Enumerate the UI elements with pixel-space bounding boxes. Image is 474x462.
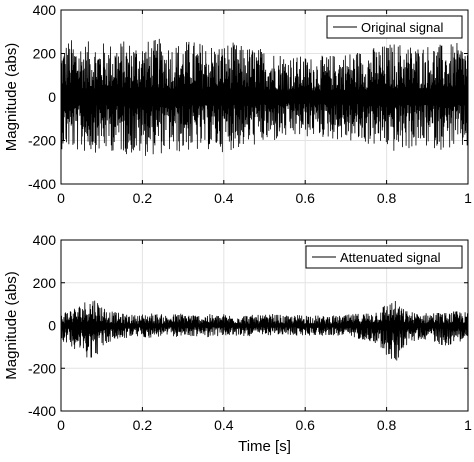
y-tick-label: 200	[33, 46, 57, 62]
x-tick-label: 1	[464, 190, 472, 206]
chart-panel-2: 0 0.2 0.4 0.6 0.8 1 -400 -200 0 200 400 Magnitude (…	[3, 232, 472, 455]
x-tick-label: 0.6	[295, 190, 315, 206]
y-tick-label: 400	[33, 2, 57, 18]
legend-box	[305, 245, 463, 269]
x-tick-label: 1	[464, 417, 472, 433]
x-tick-label: 0	[57, 190, 65, 206]
y-tick-label: -400	[28, 403, 56, 419]
legend-label: Original signal	[361, 20, 443, 35]
x-tick-label: 0.8	[377, 417, 397, 433]
x-tick-label: 0	[57, 417, 65, 433]
x-tick-label: 0.2	[133, 417, 153, 433]
y-tick-label: 0	[48, 89, 56, 105]
signal-line	[61, 38, 468, 156]
legend-box	[326, 15, 463, 39]
y-tick-label: 200	[33, 275, 57, 291]
legend-label: Attenuated signal	[340, 250, 441, 265]
legend: Attenuated signal	[305, 245, 463, 269]
y-tick-label: 400	[33, 232, 57, 248]
x-axis-label: Time [s]	[238, 438, 291, 455]
x-tick-label: 0.2	[133, 190, 153, 206]
x-tick-label: 0.6	[295, 417, 315, 433]
x-tick-label: 0.4	[214, 417, 234, 433]
x-tick-label: 0.4	[214, 190, 234, 206]
y-tick-label: -200	[28, 360, 56, 376]
signal-line	[61, 300, 468, 361]
chart-panel-1: 0 0.2 0.4 0.6 0.8 1 -400 -200 0 200 400 Magnitude (…	[3, 2, 472, 206]
y-tick-label: -200	[28, 133, 56, 149]
y-axis-label: Magnitude (abs)	[3, 43, 20, 151]
y-axis-label: Magnitude (abs)	[3, 271, 20, 379]
y-tick-label: 0	[48, 318, 56, 334]
legend: Original signal	[326, 15, 463, 39]
x-tick-label: 0.8	[377, 190, 397, 206]
y-tick-label: -400	[28, 176, 56, 192]
